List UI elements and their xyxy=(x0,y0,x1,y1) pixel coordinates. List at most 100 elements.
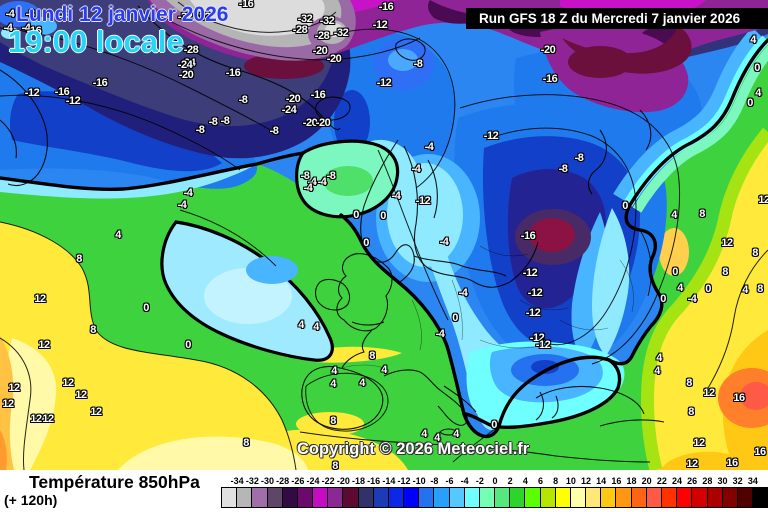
temp-label: -32 xyxy=(177,11,193,23)
color-scale-box xyxy=(706,487,723,508)
temp-label: -20 xyxy=(302,117,318,129)
temp-label: 12 xyxy=(693,437,705,449)
color-scale-value: -4 xyxy=(460,476,469,486)
temp-label: -8 xyxy=(574,152,584,164)
color-scale-box xyxy=(478,487,496,508)
temp-label: 4 xyxy=(331,365,337,377)
temp-label: -12 xyxy=(24,87,40,99)
temp-label: -20 xyxy=(315,117,331,129)
temp-label: 8 xyxy=(243,437,249,449)
temp-label: 0 xyxy=(452,312,458,324)
color-scale-box xyxy=(387,487,405,508)
color-scale-box xyxy=(403,487,420,508)
color-scale-value: -12 xyxy=(397,476,411,486)
color-scale-box xyxy=(357,487,374,508)
color-scale-box xyxy=(721,487,738,508)
color-scale-box xyxy=(312,487,329,508)
temp-label: 0 xyxy=(754,62,760,74)
color-scale xyxy=(221,487,768,508)
temp-label: -16 xyxy=(26,25,42,37)
temp-label: -16 xyxy=(225,67,241,79)
color-scale-box xyxy=(463,487,480,508)
temp-label: 12 xyxy=(758,194,768,206)
temp-label: 16 xyxy=(726,457,738,469)
temp-label: 12 xyxy=(34,293,46,305)
temp-label: -16 xyxy=(54,86,70,98)
color-scale-value: 0 xyxy=(492,476,498,486)
temp-label: -8 xyxy=(558,163,568,175)
color-scale-value: 6 xyxy=(537,476,544,486)
color-scale-box xyxy=(433,487,450,508)
temp-label: 12 xyxy=(42,413,54,425)
temp-label: 4 xyxy=(115,229,121,241)
temp-label: -28 xyxy=(314,30,330,42)
color-scale-box xyxy=(554,487,571,508)
temp-label: -4 xyxy=(5,8,15,20)
color-scale-value: 20 xyxy=(641,476,652,486)
temp-label: 0 xyxy=(363,237,369,249)
temp-label: -16 xyxy=(542,73,558,85)
copyright-text: Copyright © 2026 Meteociel.fr xyxy=(297,440,530,458)
temp-label: 4 xyxy=(750,34,756,46)
temperature-labels: -4 -8 -4 -4 -8 -16 -32 -32 -28 -24 -32 -32 -28 -28 -32… xyxy=(2,0,768,472)
europe-temperature-map: -4 -8 -4 -4 -8 -16 -32 -32 -28 -24 -32 -32 -28 -28 -32… xyxy=(0,0,768,472)
temp-label: -12 xyxy=(376,77,392,89)
temp-label: 0 xyxy=(143,302,149,314)
color-scale-value: -22 xyxy=(321,476,335,486)
color-scale-box xyxy=(660,487,678,508)
forecast-hour: (+ 120h) xyxy=(4,492,58,508)
temp-label: -8 xyxy=(220,115,230,127)
color-scale-value: 30 xyxy=(717,476,728,486)
temp-label: 4 xyxy=(677,282,683,294)
color-scale-box xyxy=(281,487,298,508)
color-scale-box xyxy=(342,487,359,508)
temp-label: 4 xyxy=(453,428,459,440)
color-scale-value: -28 xyxy=(276,476,290,486)
color-scale-box xyxy=(266,487,283,508)
temp-label: 12 xyxy=(38,339,50,351)
temp-label: -4 xyxy=(177,199,187,211)
color-scale-value: -30 xyxy=(260,476,275,486)
temp-label: -16 xyxy=(238,0,254,10)
color-scale-box xyxy=(448,487,465,508)
temp-label: 4 xyxy=(656,352,662,364)
temp-label: -12 xyxy=(525,307,541,319)
color-scale-box xyxy=(494,487,511,508)
temp-label: -24 xyxy=(180,57,196,69)
color-scale-box xyxy=(630,487,647,508)
temp-label: -8 xyxy=(208,116,218,128)
temp-label: 8 xyxy=(330,415,336,427)
color-scale-box xyxy=(539,487,556,508)
temp-label: -28 xyxy=(183,44,199,56)
temp-label: -4 xyxy=(21,22,31,34)
temp-label: -4 xyxy=(303,182,313,194)
color-scale-value: 12 xyxy=(580,476,592,486)
temp-label: -4 xyxy=(424,141,434,153)
color-scale-box xyxy=(372,487,389,508)
color-scale-box xyxy=(509,487,526,508)
temp-label: 4 xyxy=(755,87,761,99)
model-run-info: Run GFS 18 Z du Mercredi 7 janvier 2026 xyxy=(466,8,768,29)
color-scale-box xyxy=(645,487,662,508)
temp-label: -12 xyxy=(535,339,551,351)
color-scale-box xyxy=(327,487,344,508)
temp-label: 12 xyxy=(721,237,733,249)
temp-label: -8 xyxy=(25,8,35,20)
temp-label: 4 xyxy=(434,432,440,444)
color-scale-value: 8 xyxy=(553,476,559,486)
color-scale-value: 28 xyxy=(702,476,713,486)
temp-label: -32 xyxy=(195,11,211,23)
temp-label: -20 xyxy=(326,53,342,65)
color-scale-value: -2 xyxy=(475,476,484,486)
color-scale-box xyxy=(752,487,768,508)
temp-label: -12 xyxy=(522,267,538,279)
temp-label: 16 xyxy=(754,446,766,458)
color-scale-box xyxy=(676,487,693,508)
temp-label: -20 xyxy=(178,69,194,81)
color-scale-box xyxy=(569,487,587,508)
temp-label: -4 xyxy=(317,176,327,188)
temp-label: -32 xyxy=(297,13,313,25)
temp-label: -8 xyxy=(326,170,336,182)
temp-label: -4 xyxy=(458,287,468,299)
